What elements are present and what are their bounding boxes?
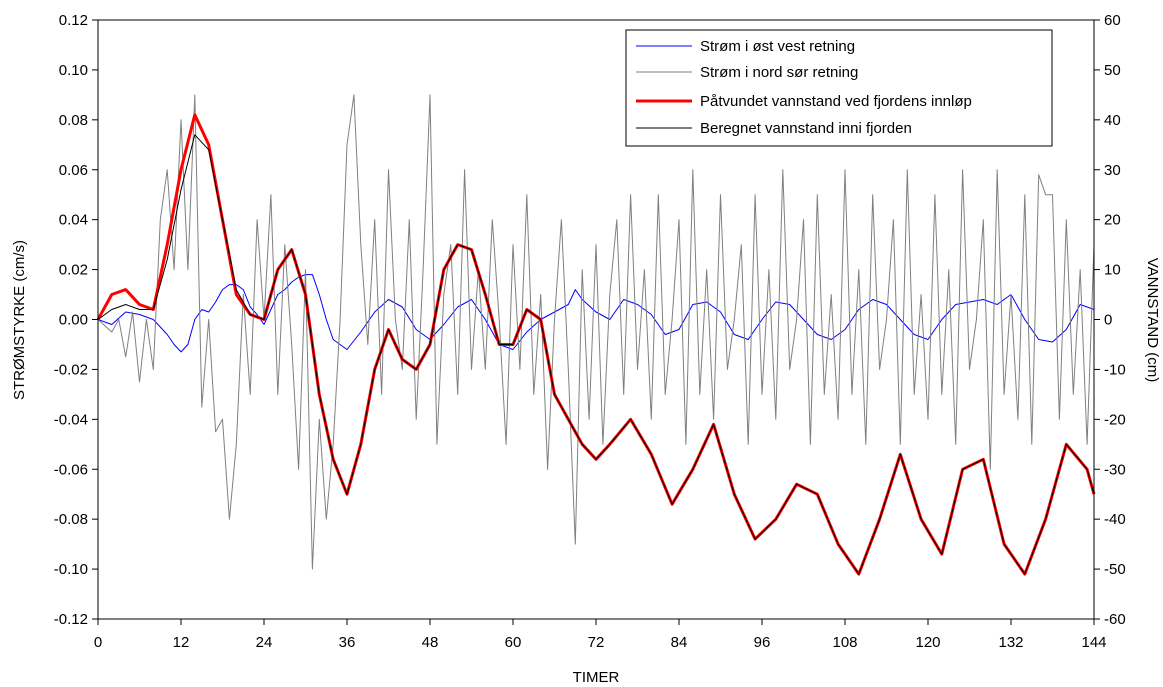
legend-box	[625, 29, 1053, 147]
x-tick-label: 144	[1081, 634, 1106, 651]
right-tick-label: 40	[1104, 112, 1121, 129]
left-tick-label: 0.08	[59, 112, 88, 129]
left-tick-label: -0.10	[54, 561, 88, 578]
legend-label-forced-level: Påtvundet vannstand ved fjordens innløp	[700, 93, 972, 110]
legend: Strøm i øst vest retning Strøm i nord sø…	[625, 29, 1053, 147]
x-axis-label: TIMER	[573, 669, 620, 686]
series-line-3	[97, 134, 1095, 575]
left-tick-label: 0.06	[59, 162, 88, 179]
x-tick-label: 24	[256, 634, 273, 651]
x-tick-label: 36	[339, 634, 356, 651]
right-tick-label: 30	[1104, 162, 1121, 179]
left-tick-label: -0.04	[54, 411, 88, 428]
legend-label-north-south: Strøm i nord sør retning	[700, 64, 858, 81]
left-tick-label: -0.12	[54, 611, 88, 628]
x-tick-label: 72	[588, 634, 605, 651]
left-tick-label: -0.02	[54, 361, 88, 378]
left-axis-label: STRØMSTYRKE (cm/s)	[11, 240, 28, 400]
x-tick-label: 120	[915, 634, 940, 651]
right-tick-label: -20	[1104, 411, 1126, 428]
right-axis-label: VANNSTAND (cm)	[1144, 258, 1161, 382]
right-tick-label: 20	[1104, 212, 1121, 229]
left-tick-label: 0.02	[59, 262, 88, 279]
right-tick-label: 50	[1104, 62, 1121, 79]
x-tick-label: 60	[505, 634, 522, 651]
x-tick-label: 96	[754, 634, 771, 651]
legend-label-computed-level: Beregnet vannstand inni fjorden	[700, 120, 912, 137]
legend-label-east-west: Strøm i øst vest retning	[700, 38, 855, 55]
right-tick-label: 60	[1104, 12, 1121, 29]
left-tick-label: 0.00	[59, 312, 88, 329]
right-tick-label: 0	[1104, 312, 1112, 329]
right-tick-label: -30	[1104, 461, 1126, 478]
right-tick-label: -60	[1104, 611, 1126, 628]
right-tick-label: 10	[1104, 262, 1121, 279]
x-tick-label: 48	[422, 634, 439, 651]
right-tick-label: -50	[1104, 561, 1126, 578]
x-tick-label: 0	[94, 634, 102, 651]
x-axis: 0 12 24 36 48 60 72 84 96 108 120 132 144	[94, 619, 1107, 651]
x-tick-label: 84	[671, 634, 688, 651]
series-line-0	[97, 274, 1095, 353]
series-line-1	[97, 94, 1095, 570]
left-tick-label: -0.08	[54, 511, 88, 528]
left-axis: 0.12 0.10 0.08 0.06 0.04 0.02 0.00 -0.02 -0.04 -0…	[54, 12, 98, 628]
x-tick-label: 132	[998, 634, 1023, 651]
right-axis: 60 50 40 30 20 10 0 -10 -20 -30 -40 -50 -60	[1094, 12, 1126, 628]
x-tick-label: 12	[173, 634, 190, 651]
left-tick-label: 0.10	[59, 62, 88, 79]
left-tick-label: 0.04	[59, 212, 88, 229]
left-tick-label: -0.06	[54, 461, 88, 478]
series-group	[96, 94, 1096, 576]
right-tick-label: -40	[1104, 511, 1126, 528]
right-tick-label: -10	[1104, 361, 1126, 378]
x-tick-label: 108	[832, 634, 857, 651]
left-tick-label: 0.12	[59, 12, 88, 29]
